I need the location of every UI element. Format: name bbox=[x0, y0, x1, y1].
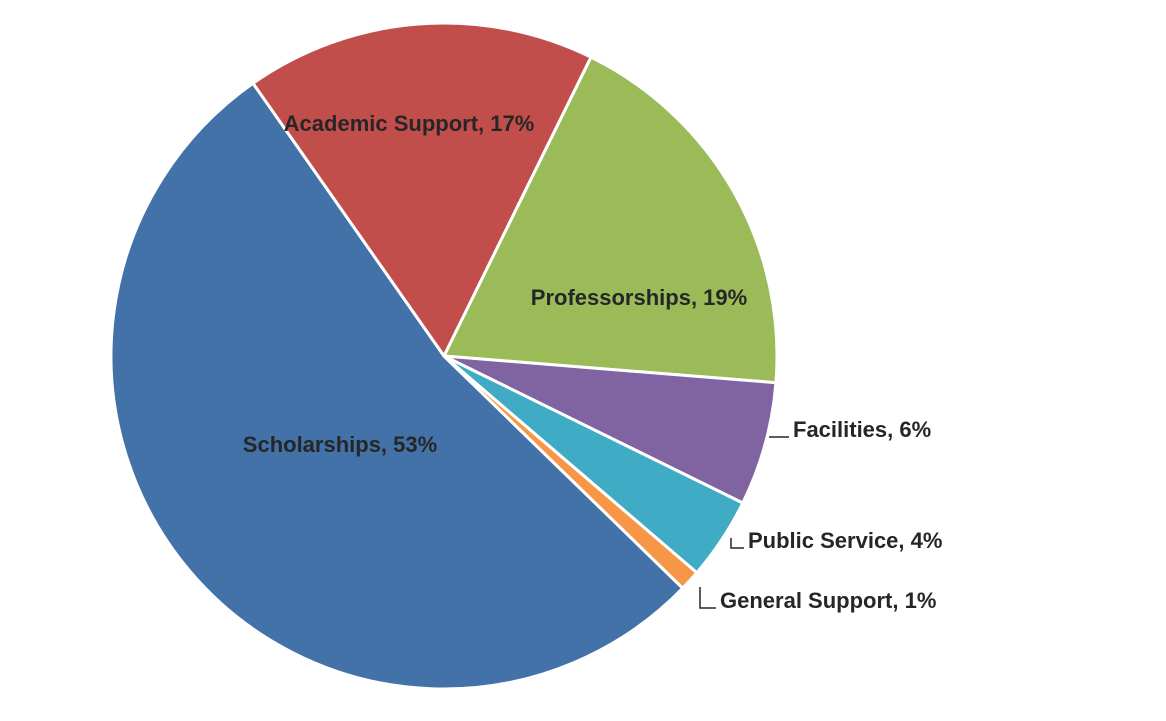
slice-professorships bbox=[442, 55, 779, 385]
slice-academic-support bbox=[251, 21, 593, 358]
data-label-facilities: Facilities, 6% bbox=[793, 417, 931, 442]
data-label-academic-support: Academic Support, 17% bbox=[284, 111, 535, 136]
slice-facilities bbox=[442, 354, 778, 505]
leader-line-public-service bbox=[730, 538, 744, 549]
data-label-public-service: Public Service, 4% bbox=[748, 528, 942, 553]
data-label-professorships: Professorships, 19% bbox=[531, 285, 747, 310]
leader-lines-layer bbox=[699, 436, 789, 609]
slice-general-support bbox=[442, 354, 699, 590]
leader-line-general-support bbox=[699, 587, 716, 609]
data-label-scholarships: Scholarships, 53% bbox=[243, 432, 437, 457]
labels-layer: Scholarships, 53% Academic Support, 17% Pr… bbox=[243, 111, 943, 613]
slices-layer bbox=[109, 21, 779, 691]
data-label-general-support: General Support, 1% bbox=[720, 588, 936, 613]
slice-scholarships bbox=[109, 81, 685, 691]
